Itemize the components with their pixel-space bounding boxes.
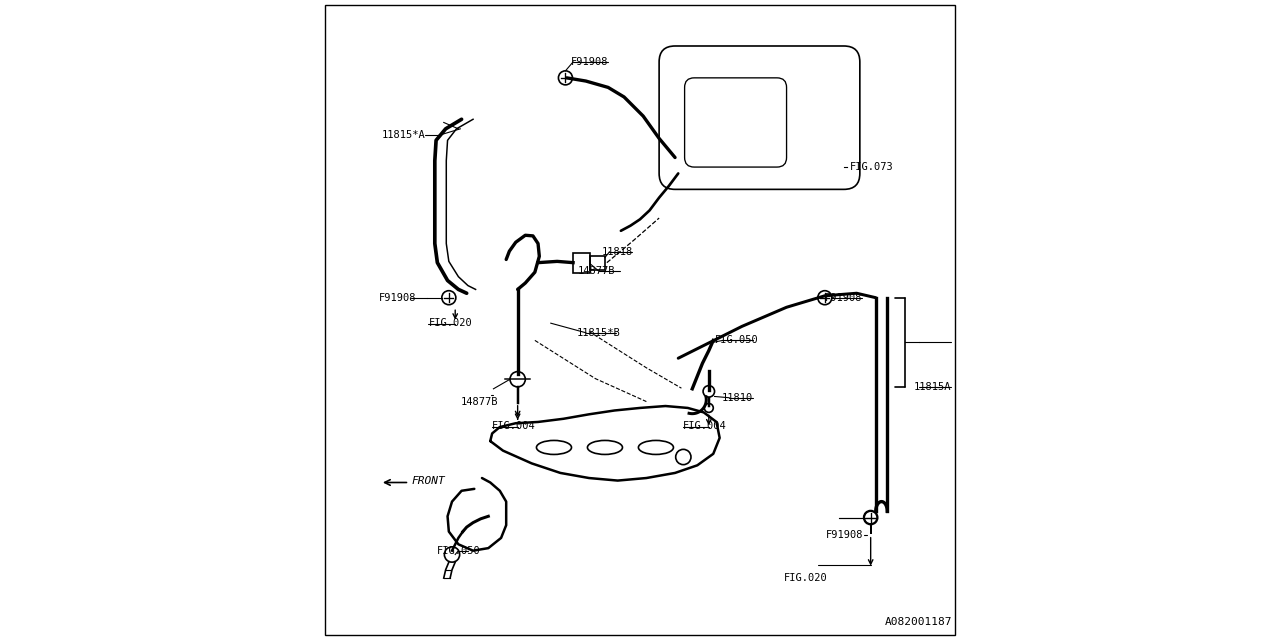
Text: F91908: F91908 bbox=[824, 292, 863, 303]
Text: 14877B: 14877B bbox=[461, 397, 498, 406]
Text: 14877B: 14877B bbox=[579, 266, 616, 276]
Text: FIG.073: FIG.073 bbox=[850, 162, 893, 172]
Text: 11818: 11818 bbox=[602, 247, 634, 257]
Text: 11810: 11810 bbox=[722, 393, 753, 403]
Text: FIG.004: FIG.004 bbox=[684, 421, 727, 431]
Text: 11815A: 11815A bbox=[914, 382, 951, 392]
Text: FIG.020: FIG.020 bbox=[785, 573, 828, 583]
Text: FIG.020: FIG.020 bbox=[429, 317, 472, 328]
Text: A082001187: A082001187 bbox=[884, 617, 952, 627]
Text: F91908: F91908 bbox=[826, 531, 864, 540]
Text: FIG.050: FIG.050 bbox=[438, 546, 481, 556]
Text: F91908: F91908 bbox=[571, 57, 609, 67]
Text: 11815*B: 11815*B bbox=[576, 328, 620, 338]
Text: FRONT: FRONT bbox=[412, 476, 445, 486]
Text: FIG.050: FIG.050 bbox=[716, 335, 759, 346]
Text: 11815*A: 11815*A bbox=[381, 130, 426, 140]
Text: FIG.004: FIG.004 bbox=[493, 421, 536, 431]
Text: F91908: F91908 bbox=[379, 292, 416, 303]
